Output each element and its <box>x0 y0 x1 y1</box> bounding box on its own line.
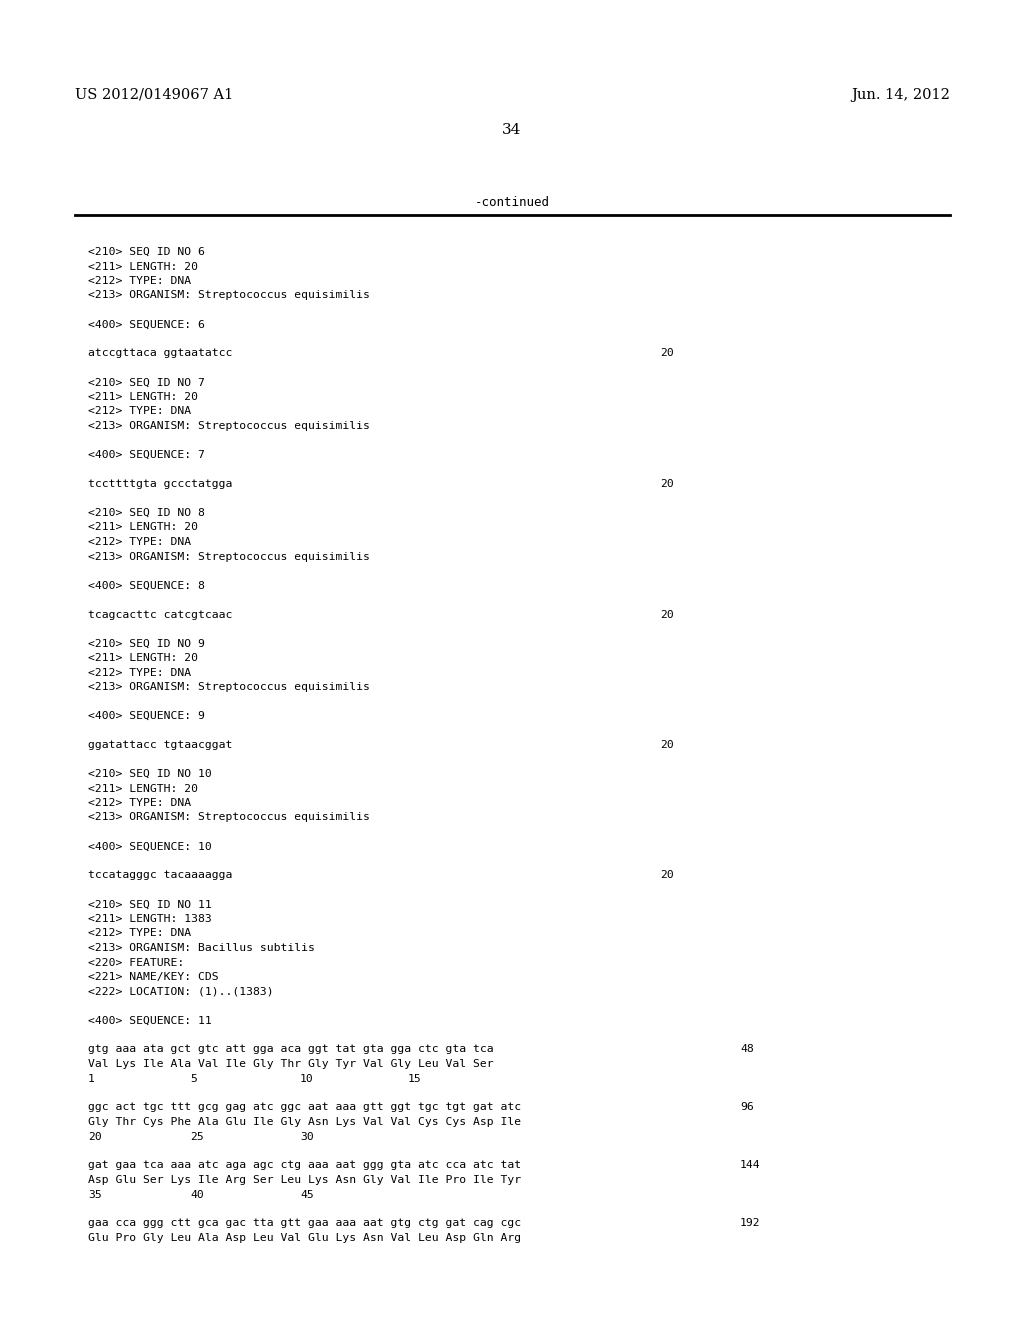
Text: <212> TYPE: DNA: <212> TYPE: DNA <box>88 537 191 546</box>
Text: 96: 96 <box>740 1102 754 1113</box>
Text: <213> ORGANISM: Streptococcus equisimilis: <213> ORGANISM: Streptococcus equisimili… <box>88 813 370 822</box>
Text: 144: 144 <box>740 1160 761 1171</box>
Text: ggc act tgc ttt gcg gag atc ggc aat aaa gtt ggt tgc tgt gat atc: ggc act tgc ttt gcg gag atc ggc aat aaa … <box>88 1102 521 1113</box>
Text: Val Lys Ile Ala Val Ile Gly Thr Gly Tyr Val Gly Leu Val Ser: Val Lys Ile Ala Val Ile Gly Thr Gly Tyr … <box>88 1059 494 1069</box>
Text: <213> ORGANISM: Streptococcus equisimilis: <213> ORGANISM: Streptococcus equisimili… <box>88 552 370 561</box>
Text: ggatattacc tgtaacggat: ggatattacc tgtaacggat <box>88 741 232 750</box>
Text: Asp Glu Ser Lys Ile Arg Ser Leu Lys Asn Gly Val Ile Pro Ile Tyr: Asp Glu Ser Lys Ile Arg Ser Leu Lys Asn … <box>88 1175 521 1185</box>
Text: <211> LENGTH: 20: <211> LENGTH: 20 <box>88 261 198 272</box>
Text: 20: 20 <box>660 741 674 750</box>
Text: atccgttaca ggtaatatcc: atccgttaca ggtaatatcc <box>88 348 232 359</box>
Text: <220> FEATURE:: <220> FEATURE: <box>88 957 184 968</box>
Text: tcagcacttc catcgtcaac: tcagcacttc catcgtcaac <box>88 610 232 619</box>
Text: <400> SEQUENCE: 9: <400> SEQUENCE: 9 <box>88 711 205 721</box>
Text: <212> TYPE: DNA: <212> TYPE: DNA <box>88 407 191 417</box>
Text: 20: 20 <box>660 610 674 619</box>
Text: 5: 5 <box>190 1073 197 1084</box>
Text: <400> SEQUENCE: 10: <400> SEQUENCE: 10 <box>88 842 212 851</box>
Text: 192: 192 <box>740 1218 761 1229</box>
Text: 15: 15 <box>408 1073 422 1084</box>
Text: <211> LENGTH: 20: <211> LENGTH: 20 <box>88 392 198 403</box>
Text: 35: 35 <box>88 1189 101 1200</box>
Text: 20: 20 <box>660 479 674 488</box>
Text: 20: 20 <box>660 348 674 359</box>
Text: 30: 30 <box>300 1131 313 1142</box>
Text: <210> SEQ ID NO 6: <210> SEQ ID NO 6 <box>88 247 205 257</box>
Text: <400> SEQUENCE: 7: <400> SEQUENCE: 7 <box>88 450 205 459</box>
Text: 1: 1 <box>88 1073 95 1084</box>
Text: 20: 20 <box>88 1131 101 1142</box>
Text: <213> ORGANISM: Streptococcus equisimilis: <213> ORGANISM: Streptococcus equisimili… <box>88 290 370 301</box>
Text: 20: 20 <box>660 870 674 880</box>
Text: US 2012/0149067 A1: US 2012/0149067 A1 <box>75 88 233 102</box>
Text: <210> SEQ ID NO 8: <210> SEQ ID NO 8 <box>88 508 205 517</box>
Text: <213> ORGANISM: Streptococcus equisimilis: <213> ORGANISM: Streptococcus equisimili… <box>88 421 370 432</box>
Text: <400> SEQUENCE: 6: <400> SEQUENCE: 6 <box>88 319 205 330</box>
Text: 25: 25 <box>190 1131 204 1142</box>
Text: Gly Thr Cys Phe Ala Glu Ile Gly Asn Lys Val Val Cys Cys Asp Ile: Gly Thr Cys Phe Ala Glu Ile Gly Asn Lys … <box>88 1117 521 1127</box>
Text: gaa cca ggg ctt gca gac tta gtt gaa aaa aat gtg ctg gat cag cgc: gaa cca ggg ctt gca gac tta gtt gaa aaa … <box>88 1218 521 1229</box>
Text: <210> SEQ ID NO 9: <210> SEQ ID NO 9 <box>88 639 205 648</box>
Text: <210> SEQ ID NO 11: <210> SEQ ID NO 11 <box>88 899 212 909</box>
Text: 45: 45 <box>300 1189 313 1200</box>
Text: <400> SEQUENCE: 11: <400> SEQUENCE: 11 <box>88 1015 212 1026</box>
Text: <212> TYPE: DNA: <212> TYPE: DNA <box>88 799 191 808</box>
Text: <221> NAME/KEY: CDS: <221> NAME/KEY: CDS <box>88 972 219 982</box>
Text: 34: 34 <box>503 123 521 137</box>
Text: <211> LENGTH: 20: <211> LENGTH: 20 <box>88 653 198 663</box>
Text: <212> TYPE: DNA: <212> TYPE: DNA <box>88 276 191 286</box>
Text: gtg aaa ata gct gtc att gga aca ggt tat gta gga ctc gta tca: gtg aaa ata gct gtc att gga aca ggt tat … <box>88 1044 494 1055</box>
Text: 40: 40 <box>190 1189 204 1200</box>
Text: <222> LOCATION: (1)..(1383): <222> LOCATION: (1)..(1383) <box>88 986 273 997</box>
Text: 10: 10 <box>300 1073 313 1084</box>
Text: <210> SEQ ID NO 7: <210> SEQ ID NO 7 <box>88 378 205 388</box>
Text: <212> TYPE: DNA: <212> TYPE: DNA <box>88 928 191 939</box>
Text: <211> LENGTH: 20: <211> LENGTH: 20 <box>88 784 198 793</box>
Text: <212> TYPE: DNA: <212> TYPE: DNA <box>88 668 191 677</box>
Text: <213> ORGANISM: Bacillus subtilis: <213> ORGANISM: Bacillus subtilis <box>88 942 314 953</box>
Text: Jun. 14, 2012: Jun. 14, 2012 <box>851 88 950 102</box>
Text: <211> LENGTH: 1383: <211> LENGTH: 1383 <box>88 913 212 924</box>
Text: Glu Pro Gly Leu Ala Asp Leu Val Glu Lys Asn Val Leu Asp Gln Arg: Glu Pro Gly Leu Ala Asp Leu Val Glu Lys … <box>88 1233 521 1243</box>
Text: <210> SEQ ID NO 10: <210> SEQ ID NO 10 <box>88 770 212 779</box>
Text: tccatagggc tacaaaagga: tccatagggc tacaaaagga <box>88 870 232 880</box>
Text: <400> SEQUENCE: 8: <400> SEQUENCE: 8 <box>88 581 205 590</box>
Text: 48: 48 <box>740 1044 754 1055</box>
Text: <211> LENGTH: 20: <211> LENGTH: 20 <box>88 523 198 532</box>
Text: gat gaa tca aaa atc aga agc ctg aaa aat ggg gta atc cca atc tat: gat gaa tca aaa atc aga agc ctg aaa aat … <box>88 1160 521 1171</box>
Text: -continued: -continued <box>474 195 550 209</box>
Text: tccttttgta gccctatgga: tccttttgta gccctatgga <box>88 479 232 488</box>
Text: <213> ORGANISM: Streptococcus equisimilis: <213> ORGANISM: Streptococcus equisimili… <box>88 682 370 692</box>
